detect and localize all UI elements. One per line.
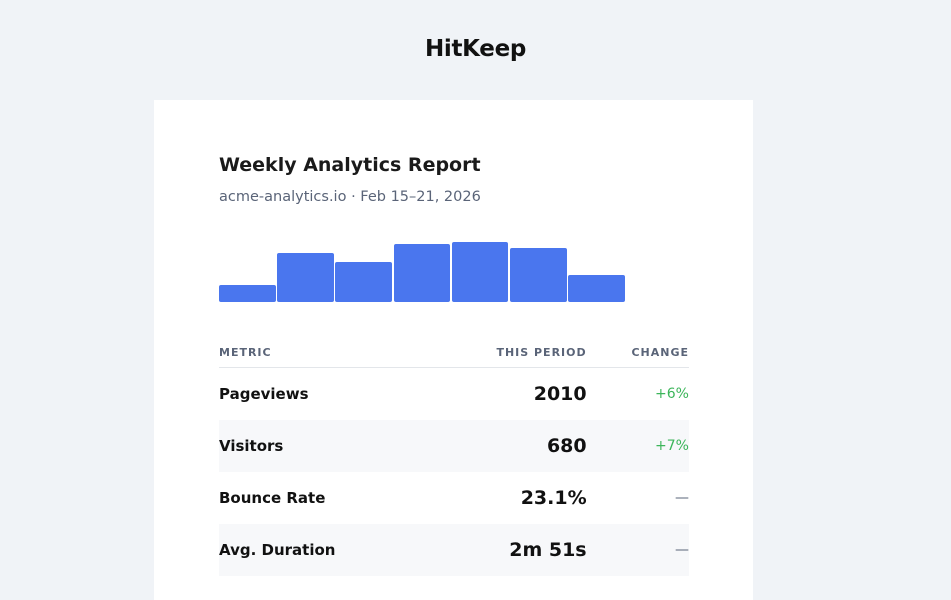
bar-feb-15 (219, 285, 276, 302)
metric-name: Bounce Rate (219, 489, 326, 507)
metric-name: Pageviews (219, 385, 309, 403)
metric-value: 23.1% (520, 487, 587, 509)
header-change: CHANGE (586, 337, 689, 368)
pageviews-bar-chart (219, 235, 689, 302)
metric-change: — (586, 524, 689, 576)
metric-value: 680 (426, 420, 587, 472)
metric-change: +7% (586, 420, 689, 472)
metric-change: — (675, 490, 689, 506)
report-card: Weekly Analytics Report acme-analytics.i… (154, 100, 753, 600)
header-metric: METRIC (219, 337, 427, 368)
header-this-period: THIS PERIOD (426, 337, 587, 368)
table-row: Visitors 680 +7% (219, 420, 689, 472)
report-subtitle: acme-analytics.io · Feb 15–21, 2026 (219, 189, 481, 205)
bar-feb-18 (393, 243, 451, 302)
report-title: Weekly Analytics Report (219, 154, 481, 176)
table-row: Pageviews 2010 +6% (219, 368, 689, 421)
table-header-row: METRIC THIS PERIOD CHANGE (219, 337, 689, 368)
bar-feb-17 (335, 261, 392, 302)
metric-change: +6% (655, 386, 689, 402)
metric-value: 2m 51s (426, 524, 587, 576)
table-row: Avg. Duration 2m 51s — (219, 524, 689, 576)
bar-feb-20 (510, 247, 567, 302)
metric-name: Avg. Duration (219, 524, 427, 576)
bar-feb-21 (568, 274, 625, 302)
table-row: Bounce Rate 23.1% — (219, 472, 689, 524)
metrics-table: METRIC THIS PERIOD CHANGE Pageviews 2010… (219, 337, 689, 576)
bar-feb-19 (451, 242, 509, 302)
bar-feb-16 (277, 252, 334, 302)
metric-value: 2010 (533, 383, 587, 405)
brand-logo: HitKeep (424, 36, 527, 62)
metric-name: Visitors (219, 420, 427, 472)
